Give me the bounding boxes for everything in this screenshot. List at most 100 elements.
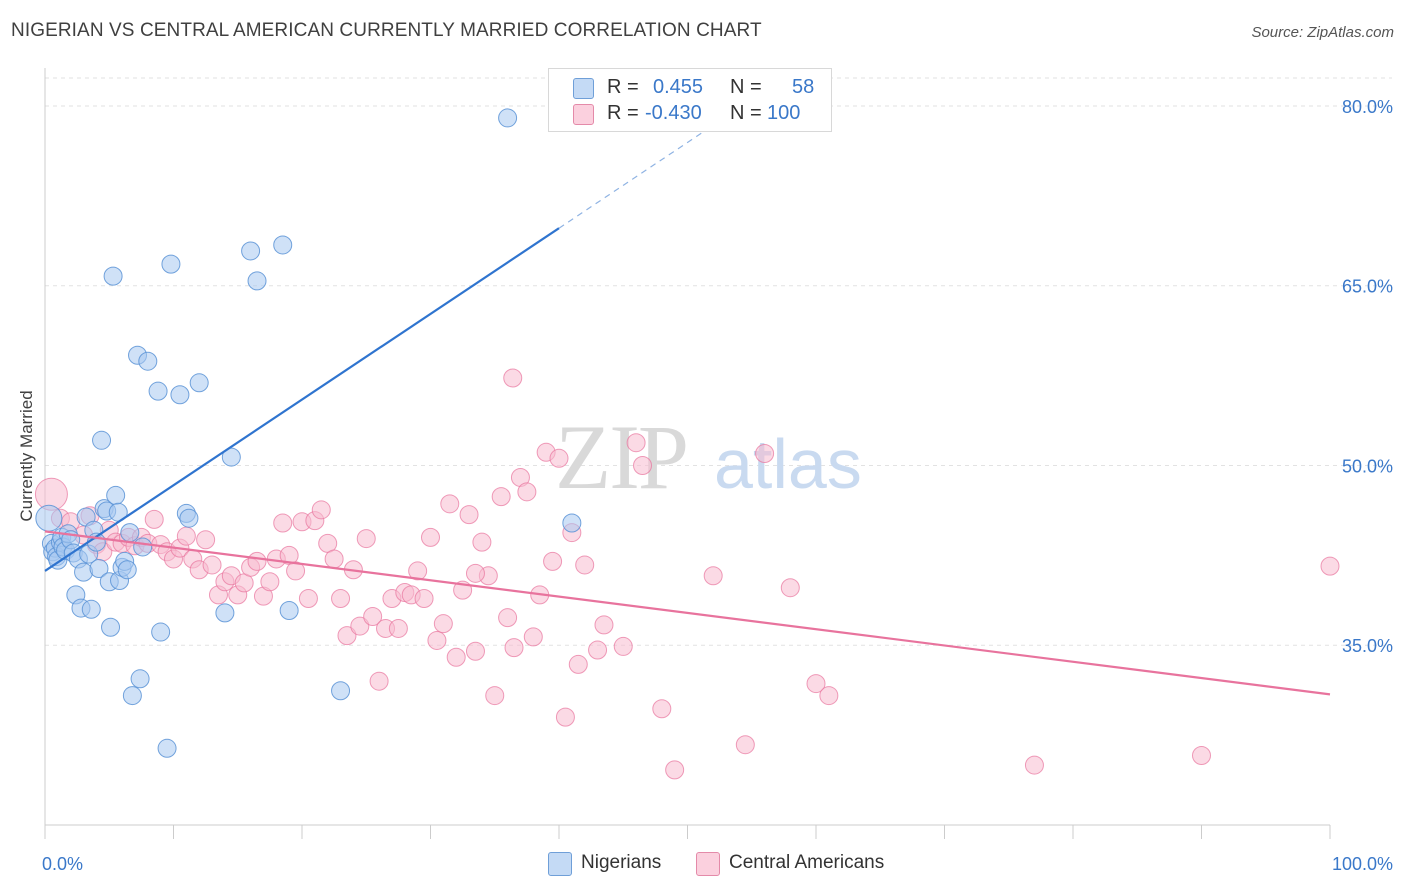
nigerians-point [498, 108, 518, 128]
source-label: Source: ZipAtlas.com [1251, 24, 1394, 41]
central-americans-point [176, 526, 196, 546]
central-americans-point [324, 549, 344, 569]
nigerians-point [101, 617, 121, 637]
central-americans-point [780, 578, 800, 598]
central-americans-point [202, 555, 222, 575]
y-tick-label: 35.0% [1342, 636, 1393, 656]
central-americans-point [331, 589, 351, 608]
legend-r-value: 0.455 [653, 76, 704, 98]
nigerians-point [562, 513, 582, 533]
central-americans-point [1192, 745, 1211, 765]
central-americans-point [1320, 556, 1340, 576]
legend-swatch-central-americans [696, 852, 720, 876]
nigerians-point [92, 430, 112, 450]
central-americans-point [504, 638, 524, 658]
nigerians-point [89, 559, 109, 579]
tick-labels: 80.0% 65.0% 50.0% 35.0% 0.0% 100.0% [42, 97, 1393, 874]
nigerians-point [179, 508, 199, 528]
central-americans-point [356, 529, 376, 549]
nigerians-point [138, 351, 158, 371]
nigerians-point [117, 560, 137, 580]
nigerians-point [215, 603, 235, 623]
y-tick-label: 80.0% [1342, 97, 1393, 117]
central-americans-point [260, 572, 280, 592]
legend-row-nigerians: R = 0.455 N = 58 [549, 75, 829, 101]
legend-row-central-americans: R = -0.430 N = 100 [549, 101, 829, 127]
nigerians-point [170, 385, 190, 405]
legend-label-nigerians: Nigerians [581, 852, 662, 873]
nigerians-point [120, 523, 140, 543]
central-americans-point [363, 606, 383, 626]
legend-r-value: -0.430 [645, 102, 702, 124]
central-americans-point [427, 630, 447, 650]
central-americans-point [1024, 755, 1044, 775]
central-americans-point [575, 555, 595, 575]
central-americans-point [594, 615, 614, 635]
nigerians-point [103, 266, 123, 286]
central-americans-point [517, 482, 537, 502]
legend-swatch-central-americans [573, 104, 594, 125]
central-americans-point [196, 530, 216, 550]
nigerians-point [189, 373, 209, 393]
central-americans-point [703, 566, 723, 586]
nigerians-point [221, 447, 241, 467]
central-americans-point [408, 561, 428, 581]
central-americans-point [459, 505, 479, 525]
nigerians-trend-extension [558, 116, 727, 229]
central-americans-point [414, 589, 434, 608]
central-americans-point [652, 699, 672, 719]
legend-swatch-nigerians [548, 852, 572, 876]
central-americans-point [247, 551, 267, 571]
central-americans-point [465, 563, 485, 583]
central-americans-point [350, 616, 370, 636]
nigerians-point [133, 537, 153, 557]
x-tick-label: 0.0% [42, 854, 83, 874]
central-americans-point [613, 636, 633, 656]
central-americans-point [503, 368, 523, 388]
x-tick-label: 100.0% [1332, 854, 1393, 874]
central-americans-point [440, 494, 460, 514]
legend-r-label: R = [607, 76, 639, 98]
central-americans-point [755, 443, 775, 463]
nigerians-point [241, 241, 261, 261]
legend-r-label: R = [607, 102, 639, 124]
nigerians-trend-line [44, 227, 560, 572]
central-americans-point [549, 448, 569, 468]
axes [44, 68, 1331, 839]
central-americans-point [273, 513, 293, 533]
central-americans-point [144, 509, 164, 529]
y-tick-label: 50.0% [1342, 456, 1393, 476]
central-americans-point [633, 455, 653, 475]
nigerians-point [151, 622, 171, 642]
nigerians-point [331, 681, 351, 701]
watermark: ZIP atlas [555, 406, 862, 508]
correlation-legend: R = 0.455 N = 58 R = -0.430 N = 100 [548, 68, 832, 132]
y-tick-label: 65.0% [1342, 277, 1393, 297]
legend-n-value: 100 [767, 102, 801, 124]
central-americans-points [34, 368, 1340, 780]
legend-swatch-nigerians [573, 78, 594, 99]
central-americans-point [485, 686, 505, 706]
nigerians-points [35, 108, 582, 758]
central-americans-point [819, 686, 839, 706]
central-americans-point [568, 654, 588, 674]
central-americans-point [369, 671, 389, 691]
central-americans-point [588, 640, 608, 660]
nigerians-point [247, 271, 267, 291]
nigerians-point [148, 381, 168, 401]
nigerians-point [81, 599, 101, 619]
nigerians-point [157, 738, 177, 758]
trend-lines [44, 116, 1331, 696]
nigerians-point [279, 600, 299, 620]
central-americans-point [446, 647, 466, 667]
nigerians-point [35, 504, 63, 532]
legend-n-label: N = [730, 102, 762, 124]
central-americans-point [337, 626, 357, 646]
central-americans-point [286, 561, 306, 581]
nigerians-point [130, 669, 150, 689]
nigerians-point [74, 562, 94, 582]
central-americans-point [806, 674, 826, 694]
chart-title: NIGERIAN VS CENTRAL AMERICAN CURRENTLY M… [11, 20, 762, 41]
central-americans-point [298, 589, 318, 608]
central-americans-point [472, 532, 492, 552]
